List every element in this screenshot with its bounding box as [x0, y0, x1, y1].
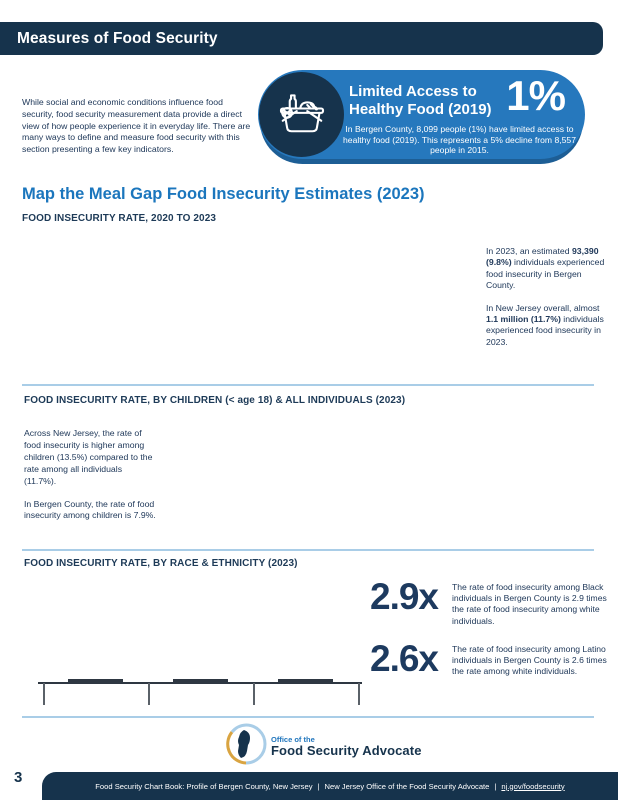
page-title: Measures of Food Security [17, 29, 218, 47]
grocery-basket-icon [274, 84, 330, 145]
subheading-race-ethnicity: FOOD INSECURITY RATE, BY RACE & ETHNICIT… [24, 558, 298, 569]
note-paragraph: In Bergen County, the rate of food insec… [24, 498, 156, 521]
callout-description: In Bergen County, 8,099 people (1%) have… [343, 124, 576, 156]
footer-separator: | [317, 781, 320, 791]
section-title: Map the Meal Gap Food Insecurity Estimat… [22, 185, 425, 203]
page-number: 3 [14, 769, 23, 786]
footer-link-njgov[interactable]: nj.gov/foodsecurity [501, 781, 565, 791]
logo-wordmark: Office of the Food Security Advocate [271, 734, 422, 758]
footer-text-book: Food Security Chart Book: Profile of Ber… [95, 781, 313, 791]
nj-state-seal-icon [225, 723, 267, 770]
callout-stat-value: 1% [506, 72, 566, 119]
note-bergen-statewide: In 2023, an estimated 93,390 (9.8%) indi… [486, 246, 612, 359]
chart-axis-segment [68, 679, 123, 682]
chart-axis-tick [358, 683, 360, 705]
office-logo: Office of the Food Security Advocate [225, 723, 422, 770]
note-paragraph: In New Jersey overall, almost 1.1 millio… [486, 302, 604, 347]
logo-office-of-the: Office of the [271, 734, 315, 744]
callout-title: Limited Access to Healthy Food (2019) [349, 83, 492, 118]
callout-icon-circle [259, 72, 344, 157]
footer-text-office: New Jersey Office of the Food Security A… [324, 781, 490, 791]
chart-axis-segment [278, 679, 333, 682]
chart-axis-segment [173, 679, 228, 682]
footer-bar: Food Security Chart Book: Profile of Ber… [42, 772, 618, 800]
limited-access-callout: Limited Access to Healthy Food (2019) 1%… [258, 70, 585, 159]
note-children-rates: Across New Jersey, the rate of food inse… [24, 428, 156, 533]
subheading-rate-2020-2023: FOOD INSECURITY RATE, 2020 TO 2023 [22, 213, 217, 224]
section-divider [22, 549, 594, 551]
chart-axis-tick [253, 683, 255, 705]
subheading-children: FOOD INSECURITY RATE, BY CHILDREN (< age… [24, 395, 406, 406]
intro-paragraph: While social and economic conditions inf… [22, 96, 251, 155]
page-header-bar: Measures of Food Security [0, 22, 603, 55]
ratio-description: The rate of food insecurity among Black … [452, 582, 607, 626]
ratio-value: 2.9x [370, 576, 439, 617]
note-paragraph: Across New Jersey, the rate of food inse… [24, 428, 153, 486]
chart-axis-tick [43, 683, 45, 705]
chart-axis-line [38, 682, 362, 684]
section-divider [22, 716, 594, 718]
footer-separator: | [494, 781, 497, 791]
ratio-description: The rate of food insecurity among Latino… [452, 644, 607, 677]
note-paragraph: In 2023, an estimated 93,390 (9.8%) indi… [486, 246, 605, 291]
section-divider [22, 384, 594, 386]
chart-axis-tick [148, 683, 150, 705]
ratio-value: 2.6x [370, 638, 439, 679]
logo-name: Food Security Advocate [271, 742, 422, 758]
